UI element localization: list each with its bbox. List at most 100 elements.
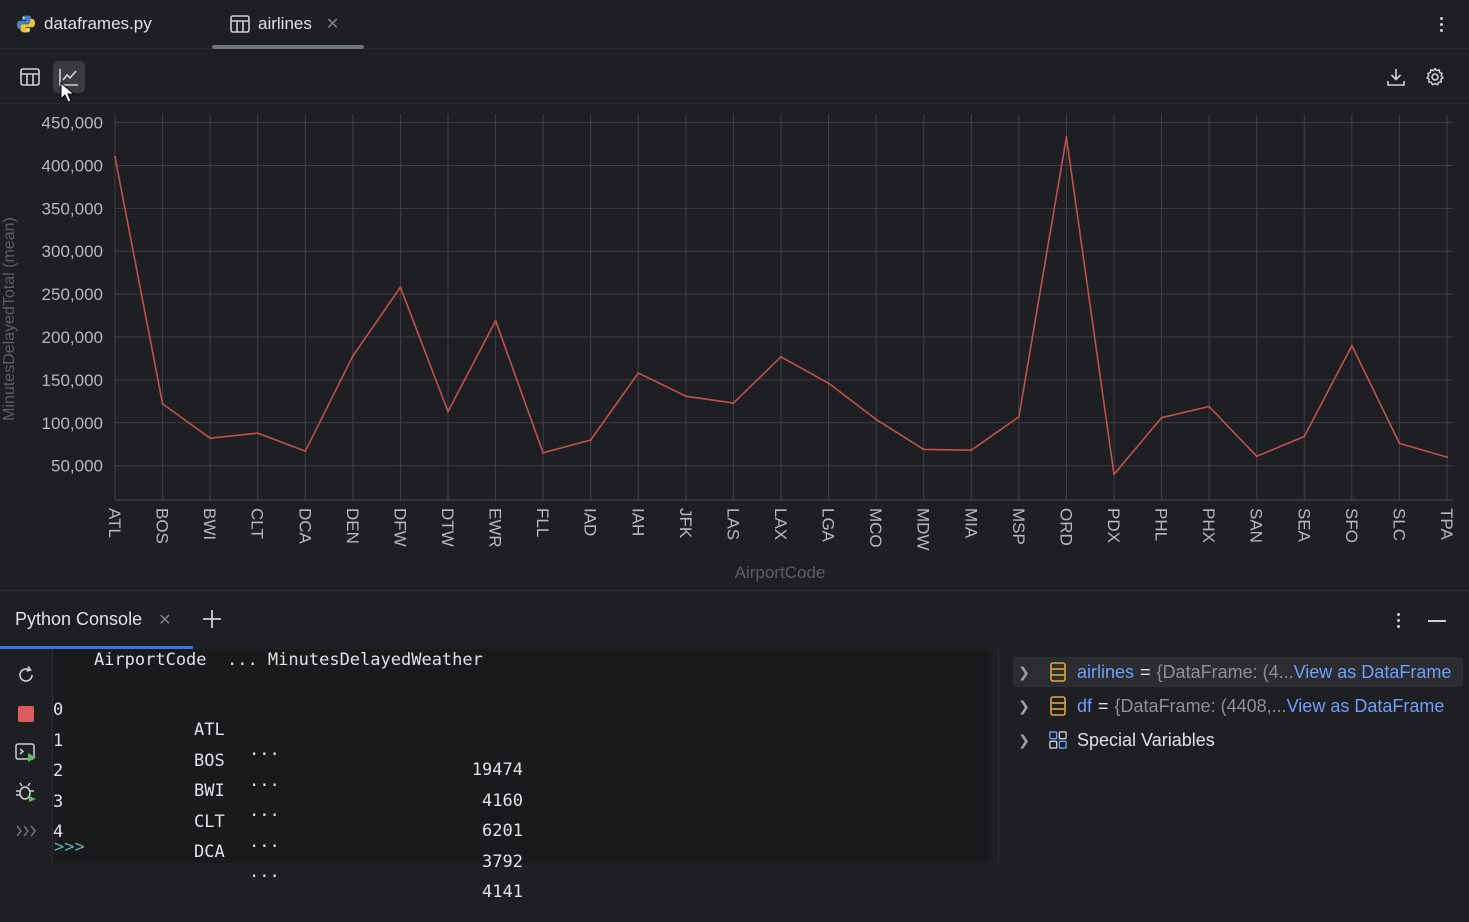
table-view-button[interactable] <box>14 61 46 93</box>
special-variables[interactable]: ❯ Special Variables <box>1015 725 1215 755</box>
y-tick-label: 250,000 <box>42 285 103 304</box>
tab-dataframes-py[interactable]: dataframes.py <box>16 0 152 48</box>
data-point <box>732 402 735 405</box>
x-tick-label: IAH <box>628 508 647 536</box>
equals-sign: = <box>1140 661 1151 682</box>
console-tab-label: Python Console <box>15 609 143 629</box>
tab-airlines[interactable]: airlines ✕ <box>230 0 339 48</box>
tab-python-console[interactable]: Python Console ✕ <box>15 609 172 630</box>
data-point <box>1065 136 1068 139</box>
line-chart-icon <box>59 69 78 86</box>
x-axis-label: AirportCode <box>735 563 826 582</box>
x-tick-label: PHL <box>1152 508 1171 541</box>
data-point <box>399 286 402 289</box>
data-point <box>1350 344 1353 347</box>
data-point <box>161 402 164 405</box>
mouse-cursor-icon <box>60 82 76 103</box>
active-tab-indicator <box>0 646 193 649</box>
chart-panel: 50,000 100,000 150,000 200,000 250,000 300,00… <box>0 104 1469 590</box>
variable-value: {DataFrame: (4... <box>1156 661 1294 682</box>
variables-panel: ❯ airlines = {DataFrame: (4... View as D… <box>998 649 1469 863</box>
x-tick-label: MSP <box>1009 508 1028 545</box>
bug-icon <box>16 782 36 802</box>
x-tick-label: PHX <box>1199 508 1218 543</box>
variable-df[interactable]: ❯ df = {DataFrame: (4408,... View as Dat… <box>1015 691 1444 721</box>
chevrons-right-icon <box>16 825 36 837</box>
x-tick-label: LGA <box>819 508 838 543</box>
console-action-bar <box>0 649 53 863</box>
console-header-line: AirportCode ... MinutesDelayedWeather <box>53 650 483 670</box>
data-point <box>1208 405 1211 408</box>
data-point <box>1255 455 1258 458</box>
table-icon <box>20 68 40 86</box>
y-tick-label: 200,000 <box>42 328 103 347</box>
chevron-right-icon[interactable]: ❯ <box>1018 663 1030 680</box>
x-tick-label: ORD <box>1056 508 1075 546</box>
minimize-icon[interactable] <box>1428 620 1446 622</box>
close-icon[interactable]: ✕ <box>158 611 172 629</box>
console-prompt[interactable]: >>> <box>54 837 85 857</box>
x-tick-label: DTW <box>438 508 457 547</box>
data-point <box>351 354 354 357</box>
line-chart[interactable]: 50,000 100,000 150,000 200,000 250,000 300,00… <box>0 104 1469 590</box>
x-tick-label: SLC <box>1389 508 1408 541</box>
console-output[interactable]: AirportCode ... MinutesDelayedWeather 0 … <box>53 649 991 902</box>
x-tick-label: LAX <box>771 508 790 540</box>
data-point <box>922 448 925 451</box>
x-tick-label: LAS <box>723 508 742 540</box>
x-tick-label: FLL <box>533 508 552 537</box>
equals-sign: = <box>1098 695 1109 716</box>
x-tick-label: PDX <box>1104 508 1123 543</box>
debug-button[interactable] <box>14 780 38 804</box>
data-point <box>304 450 307 453</box>
chevron-right-icon[interactable]: ❯ <box>1018 697 1030 714</box>
x-tick-label: MDW <box>914 508 933 550</box>
execute-button[interactable] <box>14 741 38 765</box>
new-console-button[interactable] <box>200 607 224 631</box>
y-tick-label: 350,000 <box>42 199 103 218</box>
console-header: Python Console ✕ <box>0 590 1469 649</box>
editor-tab-bar: dataframes.py airlines ✕ <box>0 0 1469 49</box>
x-tick-label: SEA <box>1294 508 1313 543</box>
special-variables-icon <box>1049 730 1067 750</box>
data-point <box>637 372 640 375</box>
y-tick-label: 400,000 <box>42 156 103 175</box>
x-tick-label: IAD <box>581 508 600 536</box>
console-row: 2 BWI ... 6201 <box>53 761 523 841</box>
data-point <box>875 418 878 421</box>
x-tick-label: EWR <box>486 508 505 548</box>
x-tick-label: MCO <box>866 508 885 548</box>
data-point <box>780 355 782 358</box>
data-point <box>1160 416 1163 419</box>
data-point <box>447 410 449 413</box>
data-point <box>1303 435 1306 438</box>
x-tick-label: DCA <box>295 508 314 545</box>
settings-button[interactable] <box>1419 61 1451 93</box>
chevron-right-icon[interactable]: ❯ <box>1018 731 1030 748</box>
export-button[interactable] <box>1380 61 1412 93</box>
data-point <box>684 395 687 398</box>
data-point <box>589 438 592 441</box>
x-tick-label: BOS <box>153 508 172 544</box>
close-icon[interactable]: ✕ <box>325 16 340 33</box>
stop-button[interactable] <box>14 702 38 726</box>
gear-icon <box>1426 67 1444 86</box>
data-point <box>1398 442 1401 445</box>
x-tick-label: MIA <box>961 508 980 539</box>
console-row: 0 ATL ... 19474 <box>53 700 523 780</box>
expand-actions-button[interactable] <box>14 819 38 843</box>
view-as-dataframe-link[interactable]: View as DataFrame <box>1293 661 1452 682</box>
data-point <box>1446 456 1448 459</box>
x-tick-label: TPA <box>1437 508 1456 540</box>
x-tick-label: CLT <box>248 508 267 539</box>
console-row: 1 BOS ... 4160 <box>53 731 523 811</box>
download-icon <box>1387 69 1405 86</box>
more-options-icon[interactable] <box>1431 12 1451 36</box>
rerun-button[interactable] <box>14 663 38 687</box>
variable-name: Special Variables <box>1077 729 1215 750</box>
chart-view-button[interactable] <box>53 61 85 93</box>
view-as-dataframe-link[interactable]: View as DataFrame <box>1286 695 1445 716</box>
more-options-icon[interactable] <box>1388 608 1408 632</box>
data-point <box>494 319 497 322</box>
variable-airlines[interactable]: ❯ airlines = {DataFrame: (4... View as D… <box>1013 657 1463 687</box>
